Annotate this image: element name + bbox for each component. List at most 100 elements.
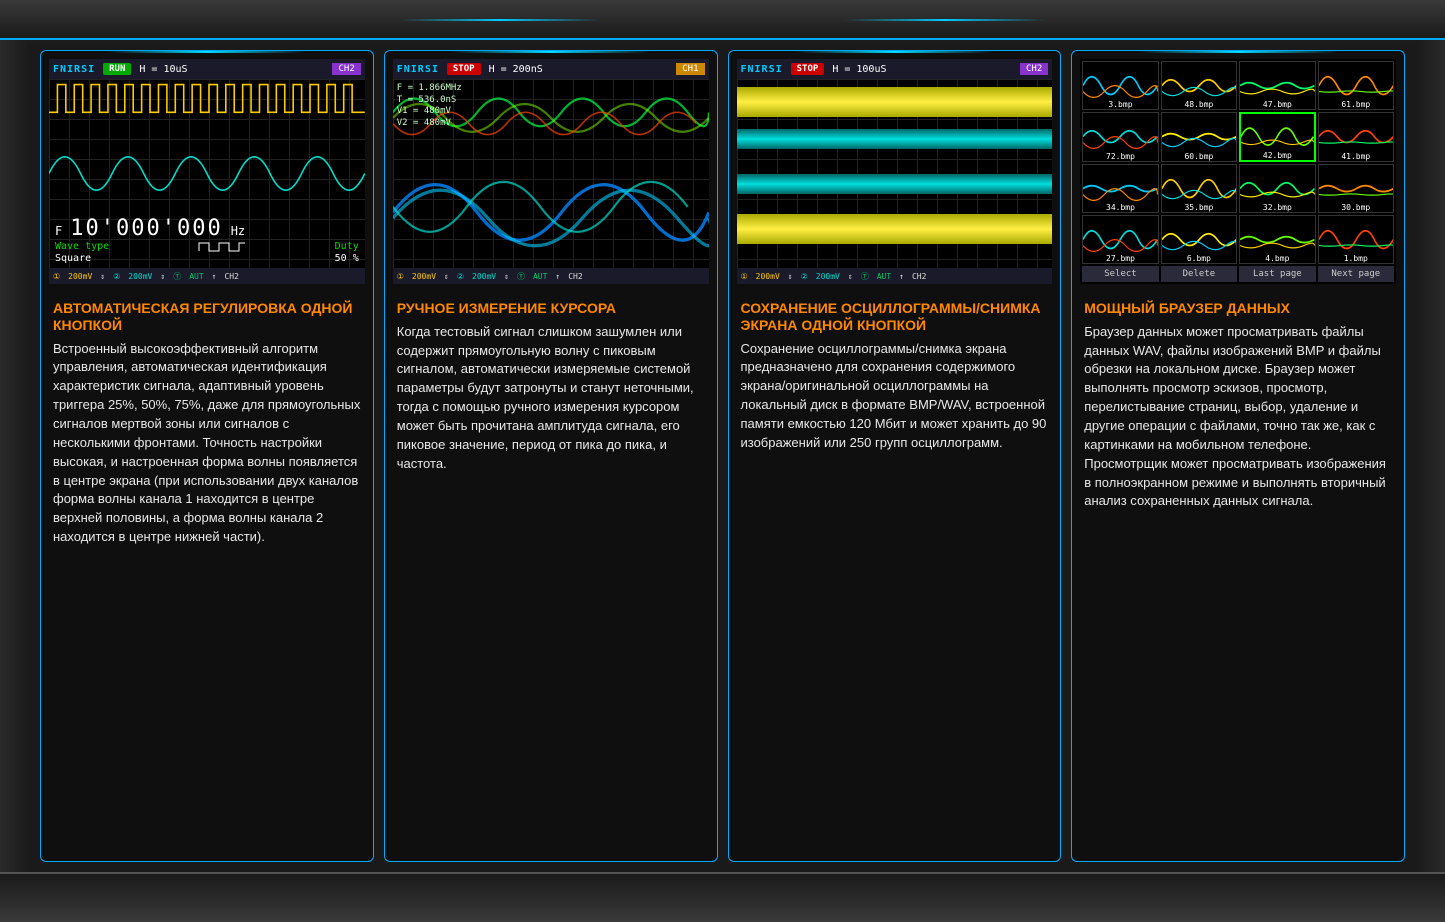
browser-screenshot: 3.bmp 48.bmp 47.bmp 61.bmp 72.bmp 60.bmp42.bm… — [1080, 59, 1396, 284]
thumb-filename: 61.bmp — [1319, 100, 1393, 109]
card-title: МОЩНЫЙ БРАУЗЕР ДАННЫХ — [1072, 292, 1404, 323]
freq-label: F — [55, 224, 62, 238]
thumbnail[interactable]: 61.bmp — [1318, 61, 1394, 110]
meas-freq: F = 1.866MHz — [397, 83, 462, 95]
square-icon — [197, 241, 247, 253]
feature-card-auto-adjust: FNIRSI RUN H = 10uS CH2 F 10'000'000 — [40, 50, 374, 862]
ch2-vdiv: 200mV — [468, 272, 500, 281]
timebase-label: H = 10uS — [139, 64, 187, 75]
scope-screenshot-3: FNIRSI STOP H = 100uS CH2 ①200mV⇕ ②200mV… — [737, 59, 1053, 284]
outer-frame: FNIRSI RUN H = 10uS CH2 F 10'000'000 — [0, 0, 1445, 922]
card-text: Сохранение осциллограммы/снимка экрана п… — [729, 340, 1061, 465]
meas-v1: V1 = 480mV — [397, 106, 462, 118]
scope-brand: FNIRSI — [53, 64, 95, 75]
trig-ch: CH2 — [220, 272, 242, 281]
scope-brand: FNIRSI — [741, 64, 783, 75]
bottom-frame-bar — [0, 872, 1445, 922]
card-text: Встроенный высокоэффективный алгоритм уп… — [41, 340, 373, 559]
card-title: РУЧНОЕ ИЗМЕРЕНИЕ КУРСОРА — [385, 292, 717, 323]
run-badge: RUN — [103, 63, 131, 75]
thumbnail[interactable]: 72.bmp — [1082, 112, 1158, 161]
thumb-filename: 4.bmp — [1240, 254, 1314, 263]
timebase-label: H = 100uS — [832, 64, 886, 75]
freq-unit: Hz — [231, 224, 245, 238]
thumbnail[interactable]: 47.bmp — [1239, 61, 1315, 110]
thumb-filename: 30.bmp — [1319, 203, 1393, 212]
thumbnail[interactable]: 35.bmp — [1161, 164, 1237, 213]
thumbnail[interactable]: 42.bmp — [1239, 112, 1315, 161]
meas-v2: V2 = 480mV — [397, 118, 462, 130]
feature-card-cursor-measure: FNIRSI STOP H = 200nS CH1 — [384, 50, 718, 862]
right-rail — [1415, 40, 1445, 872]
top-frame-bar — [0, 0, 1445, 40]
channel-badge: CH1 — [676, 63, 704, 75]
stop-badge: STOP — [791, 63, 825, 75]
cursor-measurements: F = 1.866MHz T = 536.0nS V1 = 480mV V2 =… — [397, 83, 462, 130]
left-rail — [0, 40, 30, 872]
browser-button-last-page[interactable]: Last page — [1239, 266, 1315, 282]
card-text: Браузер данных может просматривать файлы… — [1072, 323, 1404, 523]
thumbnail[interactable]: 34.bmp — [1082, 164, 1158, 213]
ch1-vdiv: 200mV — [752, 272, 784, 281]
browser-button-select[interactable]: Select — [1082, 266, 1158, 282]
thumb-filename: 3.bmp — [1083, 100, 1157, 109]
thumb-filename: 1.bmp — [1319, 254, 1393, 263]
thumbnail[interactable]: 32.bmp — [1239, 164, 1315, 213]
trig-ch: CH2 — [564, 272, 586, 281]
scope-readout: F 10'000'000 Hz Wave type Duty Square — [55, 216, 359, 264]
scope-bottombar: ①200mV⇕ ②200mV⇕ ⓉAUT ↑ CH2 — [49, 268, 365, 284]
thumb-filename: 6.bmp — [1162, 254, 1236, 263]
trig-mode: AUT — [185, 272, 207, 281]
thumbnail[interactable]: 27.bmp — [1082, 215, 1158, 264]
scope-topbar: FNIRSI RUN H = 10uS CH2 — [49, 59, 365, 79]
browser-button-delete[interactable]: Delete — [1161, 266, 1237, 282]
timebase-label: H = 200nS — [489, 64, 543, 75]
thumbnail[interactable]: 60.bmp — [1161, 112, 1237, 161]
thumbnail[interactable]: 41.bmp — [1318, 112, 1394, 161]
ch1-vdiv: 200mV — [408, 272, 440, 281]
persistence-band-4 — [737, 214, 1053, 244]
trig-edge: ↑ — [895, 272, 908, 281]
trig-mode: AUT — [873, 272, 895, 281]
card-title: АВТОМАТИЧЕСКАЯ РЕГУЛИРОВКА ОДНОЙ КНОПКОЙ — [41, 292, 373, 340]
trig-edge: ↑ — [208, 272, 221, 281]
trig-edge: ↑ — [551, 272, 564, 281]
channel-badge: CH2 — [1020, 63, 1048, 75]
meas-period: T = 536.0nS — [397, 95, 462, 107]
scope-brand: FNIRSI — [397, 64, 439, 75]
trig-ch: CH2 — [908, 272, 930, 281]
feature-card-data-browser: 3.bmp 48.bmp 47.bmp 61.bmp 72.bmp 60.bmp42.bm… — [1071, 50, 1405, 862]
thumb-filename: 41.bmp — [1319, 152, 1393, 161]
scope-screenshot-1: FNIRSI RUN H = 10uS CH2 F 10'000'000 — [49, 59, 365, 284]
thumb-filename: 35.bmp — [1162, 203, 1236, 212]
thumbnail[interactable]: 48.bmp — [1161, 61, 1237, 110]
thumb-filename: 47.bmp — [1240, 100, 1314, 109]
thumb-filename: 72.bmp — [1083, 152, 1157, 161]
duty-label: Duty — [335, 241, 359, 253]
channel-badge: CH2 — [332, 63, 360, 75]
thumb-filename: 60.bmp — [1162, 152, 1236, 161]
scope-display: F 10'000'000 Hz Wave type Duty Square — [49, 79, 365, 268]
scope-screenshot-2: FNIRSI STOP H = 200nS CH1 — [393, 59, 709, 284]
persistence-band-2 — [737, 129, 1053, 149]
card-title: СОХРАНЕНИЕ ОСЦИЛЛОГРАММЫ/СНИМКА ЭКРАНА О… — [729, 292, 1061, 340]
scope-bottombar: ①200mV⇕ ②200mV⇕ ⓉAUT ↑ CH2 — [737, 268, 1053, 284]
browser-button-next-page[interactable]: Next page — [1318, 266, 1394, 282]
thumb-filename: 32.bmp — [1240, 203, 1314, 212]
ch1-vdiv: 200mV — [64, 272, 96, 281]
scope-display: F = 1.866MHz T = 536.0nS V1 = 480mV V2 =… — [393, 79, 709, 268]
wavetype-label: Wave type — [55, 241, 109, 253]
thumbnail[interactable]: 30.bmp — [1318, 164, 1394, 213]
scope-topbar: FNIRSI STOP H = 200nS CH1 — [393, 59, 709, 79]
thumbnail[interactable]: 4.bmp — [1239, 215, 1315, 264]
thumbnail[interactable]: 3.bmp — [1082, 61, 1158, 110]
scope-display — [737, 79, 1053, 268]
wavetype-value: Square — [55, 253, 91, 264]
scope-bottombar: ①200mV⇕ ②200mV⇕ ⓉAUT ↑ CH2 — [393, 268, 709, 284]
persistence-band-1 — [737, 87, 1053, 117]
thumbnail[interactable]: 1.bmp — [1318, 215, 1394, 264]
thumb-filename: 27.bmp — [1083, 254, 1157, 263]
thumbnail[interactable]: 6.bmp — [1161, 215, 1237, 264]
thumb-filename: 48.bmp — [1162, 100, 1236, 109]
ch2-vdiv: 200mV — [124, 272, 156, 281]
